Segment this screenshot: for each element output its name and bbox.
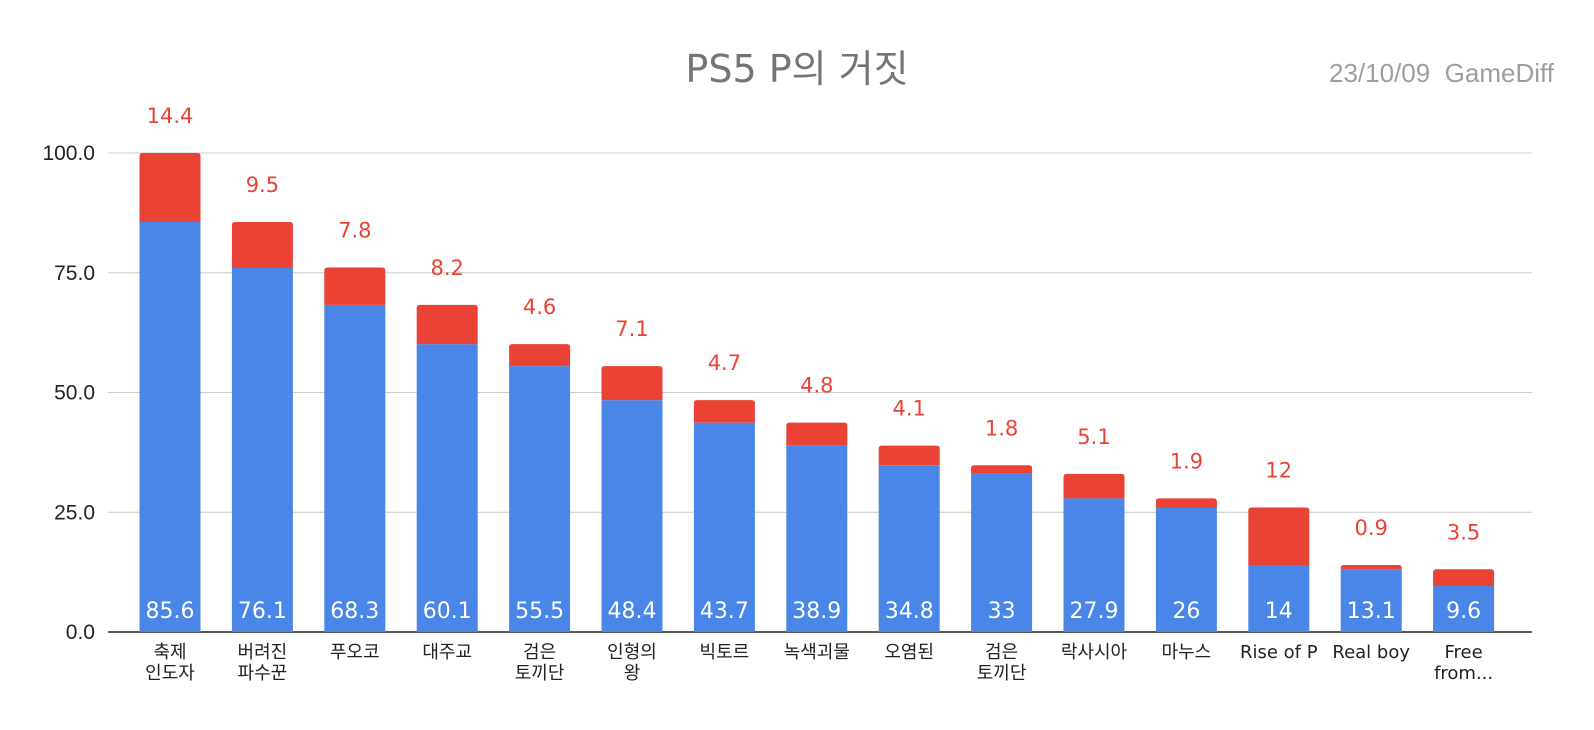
bar-segment-top [1248,507,1310,565]
x-category-label: 검은 [985,642,1018,663]
x-category-label: 토끼단 [515,663,565,684]
bar-segment-base [1340,569,1402,632]
data-label-top: 1.8 [985,416,1018,440]
bar-segment-base [693,422,755,632]
x-category-label: from... [1434,663,1493,684]
data-label-top: 1.9 [1170,449,1203,473]
data-label-base: 43.7 [700,599,749,624]
data-label-base: 33 [988,599,1016,624]
bar-segment-base [878,465,940,632]
y-tick-label: 75.0 [54,262,95,285]
x-category-label: Free [1444,642,1482,663]
bar-segment-base [1063,498,1125,632]
bar-segment-top [231,221,293,268]
chart-title: PS5 P의 거짓 [685,47,909,91]
x-category-label: 버려진 [238,642,288,663]
data-label-base: 27.9 [1070,599,1119,624]
bar-segment-top [693,400,755,423]
y-tick-label: 100.0 [42,142,95,165]
data-label-top: 5.1 [1077,425,1110,449]
bar-segment-base [601,400,663,632]
y-tick-label: 25.0 [54,501,95,524]
bar-segment-top [1340,564,1402,570]
bar-segment-top [139,153,201,222]
bar-segment-top [324,267,386,305]
x-category-label: 토끼단 [977,663,1027,684]
data-label-top: 9.5 [246,173,279,197]
data-label-base: 48.4 [608,599,657,624]
y-axis-ticks: 0.0 25.0 50.0 75.0 100.0 [42,142,95,644]
bar-segment-base [416,344,478,632]
data-label-base: 60.1 [423,599,472,624]
x-category-label: 인형의 [607,642,657,663]
data-label-base: 68.3 [330,599,379,624]
data-label-top: 12 [1265,458,1292,482]
bar-segment-base [231,267,293,632]
data-label-top: 4.1 [892,397,925,421]
x-category-label: 대주교 [422,642,472,663]
x-category-label: Rise of P [1240,642,1318,663]
data-label-base: 85.6 [146,599,195,624]
data-label-top: 4.6 [523,295,556,319]
bar-segment-base [1433,586,1495,632]
chart-note: 23/10/09 GameDiff [1329,58,1554,88]
bar-segment-base [324,304,386,632]
x-category-label: 왕 [624,663,641,684]
bar-segment-top [416,304,478,345]
x-category-label: 인도자 [145,663,195,684]
bar-segment-top [1433,569,1495,587]
bar-segment-top [601,366,663,401]
bar-segment-top [786,422,848,446]
data-label-base: 38.9 [792,599,841,624]
bar-segment-base [1155,507,1217,632]
data-label-base: 34.8 [885,599,934,624]
bar-segment-top [971,465,1033,474]
bar-segment-base [786,445,848,632]
data-label-base: 26 [1172,599,1200,624]
y-tick-label: 0.0 [66,621,95,644]
x-category-label: 파수꾼 [238,663,288,684]
x-category-label: 축제 [153,642,186,663]
bars: 85.6 14.4 76.1 9.5 68.3 7.8 60.1 8.2 55.5 4.6 48.4… [139,104,1495,632]
data-label-base: 14 [1265,599,1293,624]
bar-segment-base [971,473,1033,632]
data-label-top: 3.5 [1447,520,1480,544]
x-category-label: 푸오코 [330,642,380,663]
data-label-top: 4.7 [708,351,741,375]
data-label-top: 8.2 [430,256,463,280]
x-category-label: 락사시아 [1061,642,1128,663]
x-category-label: 마누스 [1162,642,1212,663]
data-label-base: 76.1 [238,599,287,624]
data-label-top: 4.8 [800,374,833,398]
x-category-label: 녹색괴물 [784,642,850,663]
data-label-top: 0.9 [1354,516,1387,540]
data-label-base: 9.6 [1446,599,1481,624]
bar-segment-top [509,344,571,367]
data-label-base: 13.1 [1347,599,1396,624]
data-label-top: 7.8 [338,218,371,242]
x-category-label: 오염된 [884,642,934,663]
data-label-top: 14.4 [147,104,194,128]
bar-segment-base [139,221,201,632]
bar-segment-base [509,366,571,632]
x-category-label: Real boy [1332,642,1410,663]
bar-segment-top [878,445,940,466]
data-label-base: 55.5 [515,599,564,624]
x-category-label: 빅토르 [700,642,750,663]
y-tick-label: 50.0 [54,382,95,405]
data-label-top: 7.1 [615,317,648,341]
bar-segment-top [1063,473,1125,499]
x-category-label: 검은 [523,642,556,663]
bar-segment-base [1248,564,1310,632]
bar-segment-top [1155,498,1217,508]
